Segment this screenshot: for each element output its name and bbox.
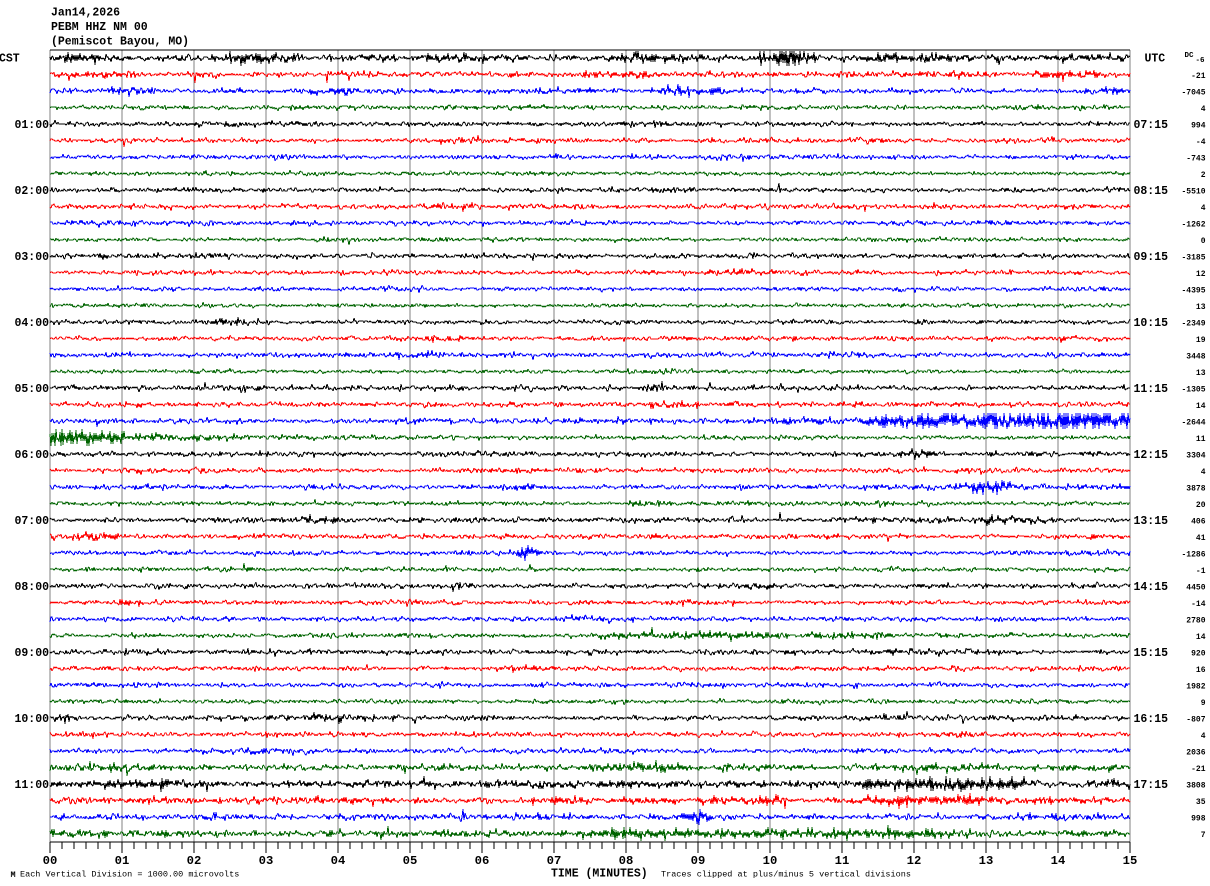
svg-text:03: 03 [259, 854, 274, 868]
svg-text:14: 14 [1051, 854, 1066, 868]
svg-text:07:15: 07:15 [1134, 119, 1169, 132]
svg-text:10:15: 10:15 [1134, 317, 1169, 330]
svg-text:4: 4 [1201, 105, 1206, 114]
svg-text:06: 06 [475, 854, 490, 868]
svg-text:00: 00 [43, 854, 58, 868]
svg-text:05:00: 05:00 [14, 383, 49, 396]
svg-text:01:00: 01:00 [14, 119, 49, 132]
svg-text:2: 2 [1201, 171, 1206, 180]
svg-text:Jan14,2026: Jan14,2026 [51, 6, 120, 19]
svg-text:M: M [11, 870, 16, 880]
svg-text:08:15: 08:15 [1134, 185, 1169, 198]
svg-text:3304: 3304 [1186, 452, 1205, 461]
svg-text:12:15: 12:15 [1134, 449, 1169, 462]
svg-text:-6: -6 [1195, 57, 1205, 65]
svg-text:04: 04 [331, 854, 346, 868]
svg-text:1982: 1982 [1186, 683, 1205, 692]
svg-text:-1262: -1262 [1181, 221, 1205, 230]
svg-text:35: 35 [1196, 798, 1206, 807]
svg-text:0: 0 [1201, 237, 1206, 246]
svg-text:920: 920 [1191, 650, 1206, 659]
svg-text:12: 12 [907, 854, 922, 868]
svg-text:20: 20 [1196, 501, 1206, 510]
svg-text:-2349: -2349 [1181, 320, 1205, 329]
svg-text:19: 19 [1196, 336, 1206, 345]
svg-text:Each Vertical Division = 1000.: Each Vertical Division = 1000.00 microvo… [20, 870, 239, 880]
svg-text:994: 994 [1191, 122, 1206, 131]
svg-text:16:15: 16:15 [1134, 713, 1169, 726]
svg-text:-4: -4 [1196, 138, 1206, 147]
svg-text:07:00: 07:00 [14, 515, 49, 528]
svg-text:09:15: 09:15 [1134, 251, 1169, 264]
svg-text:4: 4 [1201, 468, 1206, 477]
svg-text:2780: 2780 [1186, 617, 1205, 626]
svg-text:-2644: -2644 [1181, 419, 1205, 428]
svg-text:14: 14 [1196, 633, 1206, 642]
svg-text:2036: 2036 [1186, 749, 1205, 758]
svg-text:07: 07 [547, 854, 562, 868]
svg-text:-5510: -5510 [1181, 188, 1205, 197]
svg-text:-21: -21 [1191, 765, 1206, 774]
svg-text:10: 10 [763, 854, 778, 868]
svg-text:11:00: 11:00 [14, 779, 49, 792]
svg-text:12: 12 [1196, 270, 1206, 279]
svg-text:13:15: 13:15 [1134, 515, 1169, 528]
svg-text:11:15: 11:15 [1134, 383, 1169, 396]
svg-text:02: 02 [187, 854, 202, 868]
svg-text:08: 08 [619, 854, 634, 868]
svg-text:09:00: 09:00 [14, 647, 49, 660]
svg-text:15:15: 15:15 [1134, 647, 1169, 660]
svg-text:17:15: 17:15 [1134, 779, 1169, 792]
svg-text:13: 13 [979, 854, 994, 868]
svg-text:13: 13 [1196, 303, 1206, 312]
svg-text:(Pemiscot Bayou, MO): (Pemiscot Bayou, MO) [51, 36, 189, 49]
svg-text:CST: CST [0, 52, 20, 65]
svg-text:16: 16 [1196, 666, 1206, 675]
svg-text:06:00: 06:00 [14, 449, 49, 462]
svg-text:9: 9 [1201, 699, 1206, 708]
svg-text:4450: 4450 [1186, 584, 1205, 593]
svg-text:Traces clipped at plus/minus 5: Traces clipped at plus/minus 5 vertical … [661, 870, 911, 880]
svg-text:-4395: -4395 [1181, 287, 1205, 296]
svg-text:4: 4 [1201, 204, 1206, 213]
svg-text:PEBM HHZ NM 00: PEBM HHZ NM 00 [51, 21, 148, 34]
svg-text:DC: DC [1185, 52, 1195, 60]
svg-text:14:15: 14:15 [1134, 581, 1169, 594]
svg-text:7: 7 [1201, 831, 1206, 840]
svg-text:01: 01 [115, 854, 130, 868]
svg-text:3878: 3878 [1186, 485, 1205, 494]
svg-text:-1305: -1305 [1181, 386, 1205, 395]
svg-text:-743: -743 [1186, 155, 1205, 164]
svg-text:15: 15 [1123, 854, 1138, 868]
svg-text:3808: 3808 [1186, 782, 1205, 791]
svg-text:11: 11 [835, 854, 850, 868]
svg-text:08:00: 08:00 [14, 581, 49, 594]
svg-text:09: 09 [691, 854, 706, 868]
svg-text:41: 41 [1196, 534, 1206, 543]
svg-text:998: 998 [1191, 815, 1206, 824]
svg-text:TIME (MINUTES): TIME (MINUTES) [551, 868, 648, 881]
svg-text:UTC: UTC [1145, 52, 1166, 65]
svg-text:-21: -21 [1191, 72, 1206, 81]
svg-text:11: 11 [1196, 435, 1206, 444]
svg-text:-3185: -3185 [1181, 254, 1205, 263]
svg-text:-7045: -7045 [1181, 89, 1205, 98]
svg-text:02:00: 02:00 [14, 185, 49, 198]
svg-text:04:00: 04:00 [14, 317, 49, 330]
svg-text:03:00: 03:00 [14, 251, 49, 264]
svg-text:10:00: 10:00 [14, 713, 49, 726]
svg-text:-1286: -1286 [1181, 551, 1205, 560]
svg-text:3448: 3448 [1186, 353, 1205, 362]
svg-text:406: 406 [1191, 518, 1206, 527]
svg-text:13: 13 [1196, 369, 1206, 378]
svg-text:05: 05 [403, 854, 418, 868]
svg-text:4: 4 [1201, 732, 1206, 741]
svg-text:-1: -1 [1196, 567, 1206, 576]
svg-text:14: 14 [1196, 402, 1206, 411]
svg-text:-807: -807 [1186, 716, 1205, 725]
svg-text:-14: -14 [1191, 600, 1206, 609]
